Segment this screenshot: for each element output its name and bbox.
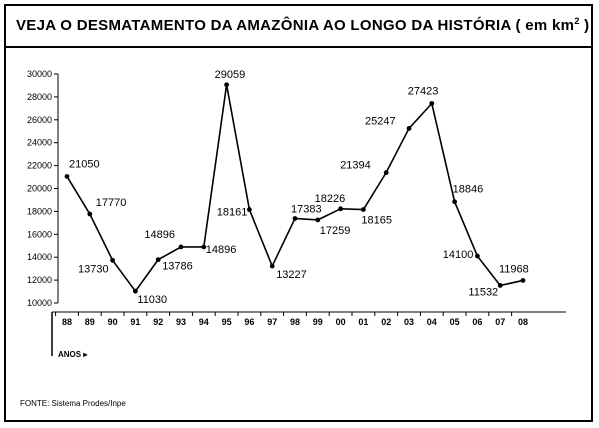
- data-label: 14896: [144, 229, 175, 241]
- data-label: 14896: [206, 244, 237, 256]
- x-tick-label: 05: [450, 317, 460, 327]
- x-tick-label: 00: [336, 317, 346, 327]
- y-tick-label: 14000: [27, 252, 52, 262]
- x-tick-label: 88: [62, 317, 72, 327]
- chart-title: VEJA O DESMATAMENTO DA AMAZÔNIA AO LONGO…: [16, 16, 589, 34]
- data-point: [292, 216, 298, 221]
- data-point: [406, 126, 412, 131]
- data-label: 25247: [365, 115, 396, 127]
- x-tick-label: 07: [495, 317, 505, 327]
- x-tick-label: 91: [130, 317, 140, 327]
- data-point: [520, 278, 526, 283]
- data-label: 18846: [453, 184, 484, 196]
- data-point: [247, 207, 252, 212]
- data-point: [224, 82, 230, 88]
- y-tick-label: 28000: [27, 92, 52, 102]
- data-label: 17259: [320, 225, 351, 237]
- y-tick-label: 20000: [27, 184, 52, 194]
- data-label: 13730: [78, 263, 109, 275]
- y-tick-label: 30000: [27, 69, 52, 79]
- x-tick-label: 03: [404, 317, 414, 327]
- data-point: [64, 174, 70, 179]
- x-tick-label: 08: [518, 317, 528, 327]
- x-tick-label: 01: [358, 317, 368, 327]
- data-label: 11532: [468, 286, 498, 298]
- data-point: [338, 206, 343, 212]
- y-tick-label: 26000: [27, 115, 52, 125]
- data-point: [497, 283, 503, 288]
- x-tick-label: 89: [85, 317, 95, 327]
- y-tick-label: 12000: [27, 275, 52, 285]
- x-axis-label: ANOS ▸: [58, 350, 88, 359]
- x-tick-label: 93: [176, 317, 186, 327]
- data-label: 21394: [340, 160, 371, 172]
- title-unit: ( em km2 ): [515, 16, 590, 34]
- data-point: [429, 101, 435, 106]
- data-point: [383, 170, 389, 175]
- data-label: 18226: [315, 193, 346, 205]
- data-point: [178, 244, 184, 250]
- source-note: FONTE: Sistema Prodes/Inpe: [20, 399, 126, 408]
- data-label: 18165: [361, 215, 392, 227]
- y-tick-label: 24000: [27, 138, 52, 148]
- data-label: 21050: [69, 158, 100, 170]
- data-label: 17770: [96, 197, 127, 209]
- y-tick-label: 10000: [27, 298, 52, 308]
- data-point: [361, 207, 366, 212]
- data-label: 13227: [276, 269, 307, 281]
- x-tick-label: 97: [267, 317, 277, 327]
- x-tick-label: 02: [381, 317, 391, 327]
- data-point: [87, 211, 93, 217]
- data-point: [155, 257, 161, 263]
- data-point: [452, 199, 457, 205]
- y-tick-label: 22000: [27, 161, 52, 171]
- x-tick-label: 90: [108, 317, 118, 327]
- x-tick-label: 92: [153, 317, 163, 327]
- x-tick-label: 95: [222, 317, 232, 327]
- data-point: [475, 253, 480, 259]
- data-point: [133, 288, 138, 294]
- data-label: 17383: [291, 203, 322, 215]
- x-tick-label: 04: [427, 317, 437, 327]
- data-label: 27423: [408, 86, 439, 98]
- data-label: 11968: [499, 263, 529, 275]
- title-main: VEJA O DESMATAMENTO DA AMAZÔNIA AO LONGO…: [16, 17, 512, 34]
- y-tick-label: 16000: [27, 229, 52, 239]
- chart-frame: VEJA O DESMATAMENTO DA AMAZÔNIA AO LONGO…: [4, 4, 593, 422]
- data-label: 14100: [443, 249, 474, 261]
- data-point: [269, 263, 275, 269]
- x-tick-label: 99: [313, 317, 323, 327]
- data-point: [315, 217, 321, 223]
- x-tick-label: 98: [290, 317, 300, 327]
- data-label: 11030: [137, 294, 167, 306]
- x-tick-label: 94: [199, 317, 209, 327]
- data-label: 18161: [217, 207, 248, 219]
- x-tick-label: 96: [244, 317, 254, 327]
- title-bar: VEJA O DESMATAMENTO DA AMAZÔNIA AO LONGO…: [6, 6, 591, 48]
- y-tick-label: 18000: [27, 206, 52, 216]
- data-point: [110, 257, 115, 263]
- data-point: [201, 244, 207, 250]
- data-label: 13786: [162, 261, 193, 273]
- x-tick-label: 06: [472, 317, 482, 327]
- data-label: 29059: [215, 69, 246, 81]
